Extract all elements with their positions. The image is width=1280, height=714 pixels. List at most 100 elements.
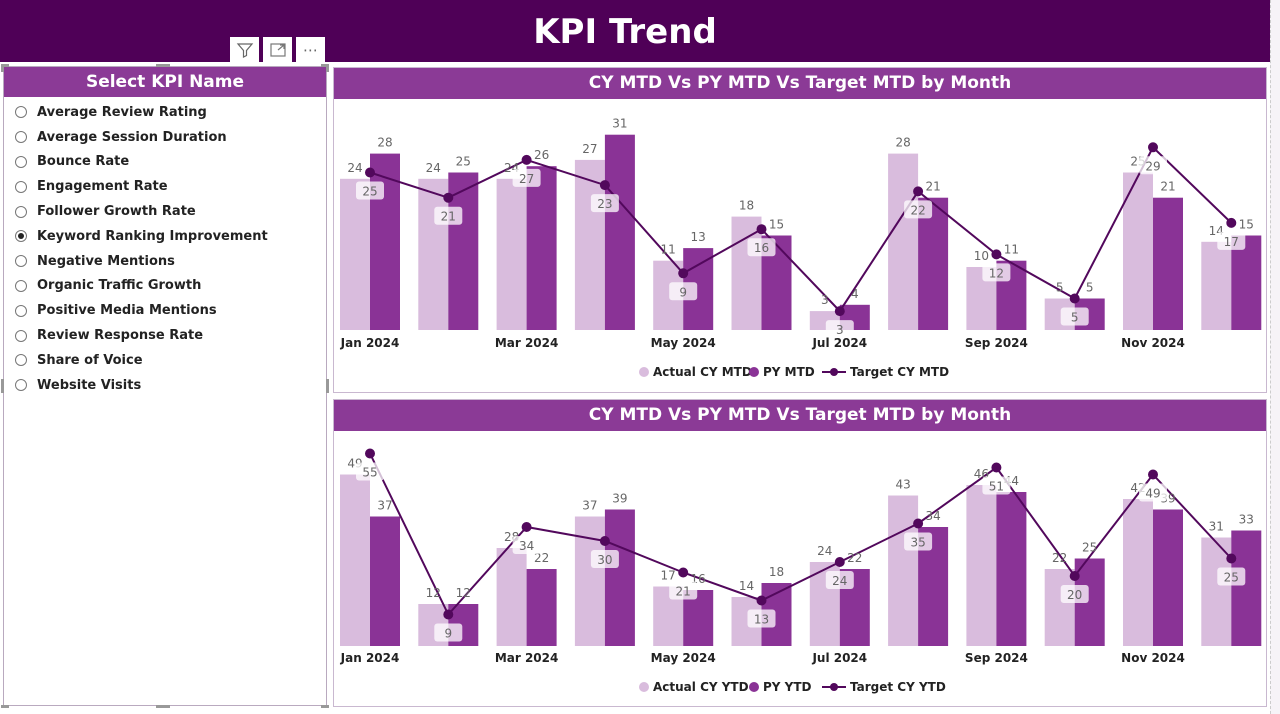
target-label-box — [1217, 231, 1246, 250]
py-data-label: 15 — [769, 218, 784, 232]
slicer-item[interactable]: Negative Mentions — [4, 249, 326, 274]
slicer-item[interactable]: Average Session Duration — [4, 125, 326, 150]
mtd-chart-panel: CY MTD Vs PY MTD Vs Target MTD by Month … — [333, 67, 1267, 393]
legend-py-label: PY YTD — [763, 680, 812, 694]
radio-button[interactable] — [15, 329, 27, 342]
x-tick-label: Mar 2024 — [495, 336, 559, 350]
canvas-edge — [1270, 0, 1280, 714]
slicer-item[interactable]: Positive Media Mentions — [4, 298, 326, 323]
radio-button[interactable] — [15, 255, 27, 268]
slicer-item-label: Average Session Duration — [37, 129, 227, 145]
actual-bar — [1123, 499, 1153, 646]
py-bar — [604, 134, 635, 330]
actual-data-label: 27 — [582, 142, 597, 156]
target-marker — [365, 167, 375, 178]
py-bar — [1231, 235, 1262, 330]
py-bar — [1231, 530, 1262, 646]
actual-data-label: 12 — [426, 586, 441, 600]
radio-button[interactable] — [15, 304, 27, 317]
slicer-item-label: Organic Traffic Growth — [37, 278, 202, 294]
focus-mode-icon[interactable] — [263, 37, 292, 63]
target-label-box — [669, 581, 698, 600]
actual-data-label: 37 — [582, 499, 597, 513]
slicer-item[interactable]: Review Response Rate — [4, 323, 326, 348]
radio-button[interactable] — [15, 354, 27, 367]
slicer-item-label: Keyword Ranking Improvement — [37, 228, 268, 244]
radio-button[interactable] — [15, 279, 27, 292]
actual-bar — [496, 548, 527, 646]
py-data-label: 4 — [851, 287, 859, 301]
target-marker — [991, 249, 1002, 260]
radio-button[interactable] — [15, 131, 27, 144]
kpi-slicer: Select KPI Name Average Review Rating Ave… — [1, 64, 329, 708]
actual-data-label: 5 — [1056, 281, 1064, 295]
py-bar — [1153, 509, 1183, 646]
py-bar — [918, 197, 949, 330]
target-data-label: 9 — [444, 627, 452, 641]
legend-target-icon — [830, 683, 838, 691]
target-data-label: 12 — [989, 266, 1004, 280]
actual-bar — [1201, 537, 1232, 646]
target-data-label: 34 — [519, 539, 534, 553]
actual-data-label: 14 — [739, 579, 754, 593]
target-data-label: 9 — [679, 285, 687, 299]
slicer-item[interactable]: Keyword Ranking Improvement — [4, 224, 326, 249]
actual-data-label: 43 — [895, 478, 910, 492]
target-label-box — [434, 623, 463, 642]
target-marker — [443, 609, 454, 620]
py-data-label: 21 — [925, 180, 940, 194]
slicer-item[interactable]: Average Review Rating — [4, 100, 326, 125]
target-data-label: 21 — [676, 585, 691, 599]
target-data-label: 51 — [989, 480, 1004, 494]
legend-target-label: Target CY MTD — [850, 365, 949, 379]
legend-actual-label: Actual CY MTD — [653, 365, 752, 379]
slicer-item[interactable]: Share of Voice — [4, 348, 326, 373]
x-tick-label: May 2024 — [651, 651, 716, 665]
legend-actual-icon — [639, 367, 649, 377]
target-data-label: 5 — [1071, 311, 1079, 325]
target-label-box — [512, 168, 541, 187]
actual-bar — [340, 178, 370, 330]
slicer-item[interactable]: Organic Traffic Growth — [4, 274, 326, 299]
py-data-label: 18 — [769, 565, 784, 579]
target-label-box — [434, 206, 463, 225]
visual-header-toolbar: ⋯ — [230, 37, 325, 63]
target-label-box — [590, 194, 619, 213]
target-marker — [1148, 469, 1158, 480]
target-marker — [991, 462, 1002, 473]
target-data-label: 35 — [910, 536, 925, 550]
slicer-item[interactable]: Bounce Rate — [4, 150, 326, 175]
legend-actual-icon — [639, 682, 649, 692]
target-line — [369, 145, 1232, 313]
actual-bar — [966, 485, 997, 646]
target-marker — [1069, 571, 1080, 581]
radio-button[interactable] — [15, 379, 27, 392]
py-bar — [370, 516, 400, 646]
target-label-box — [1060, 585, 1089, 603]
py-data-label: 22 — [847, 551, 862, 565]
slicer-item[interactable]: Follower Growth Rate — [4, 199, 326, 224]
radio-button[interactable] — [15, 180, 27, 193]
target-data-label: 25 — [362, 185, 377, 199]
actual-data-label: 24 — [817, 544, 832, 558]
page-title: KPI Trend — [533, 12, 717, 52]
target-data-label: 23 — [597, 197, 612, 211]
radio-button[interactable] — [15, 230, 27, 243]
page-header: KPI Trend — [0, 0, 1270, 62]
slicer-item-label: Average Review Rating — [37, 104, 207, 120]
radio-button[interactable] — [15, 155, 27, 168]
radio-button[interactable] — [15, 205, 27, 218]
slicer-item[interactable]: Website Visits — [4, 373, 326, 398]
more-options-icon[interactable]: ⋯ — [296, 37, 325, 63]
target-label-box — [747, 609, 776, 628]
slicer-item[interactable]: Engagement Rate — [4, 174, 326, 199]
filter-icon[interactable] — [230, 37, 259, 63]
radio-button[interactable] — [15, 106, 27, 119]
slicer-item-label: Share of Voice — [37, 352, 143, 368]
legend-py-label: PY MTD — [763, 365, 815, 379]
legend-target-icon — [830, 368, 838, 376]
target-label-box — [356, 462, 384, 481]
actual-bar — [418, 178, 449, 330]
